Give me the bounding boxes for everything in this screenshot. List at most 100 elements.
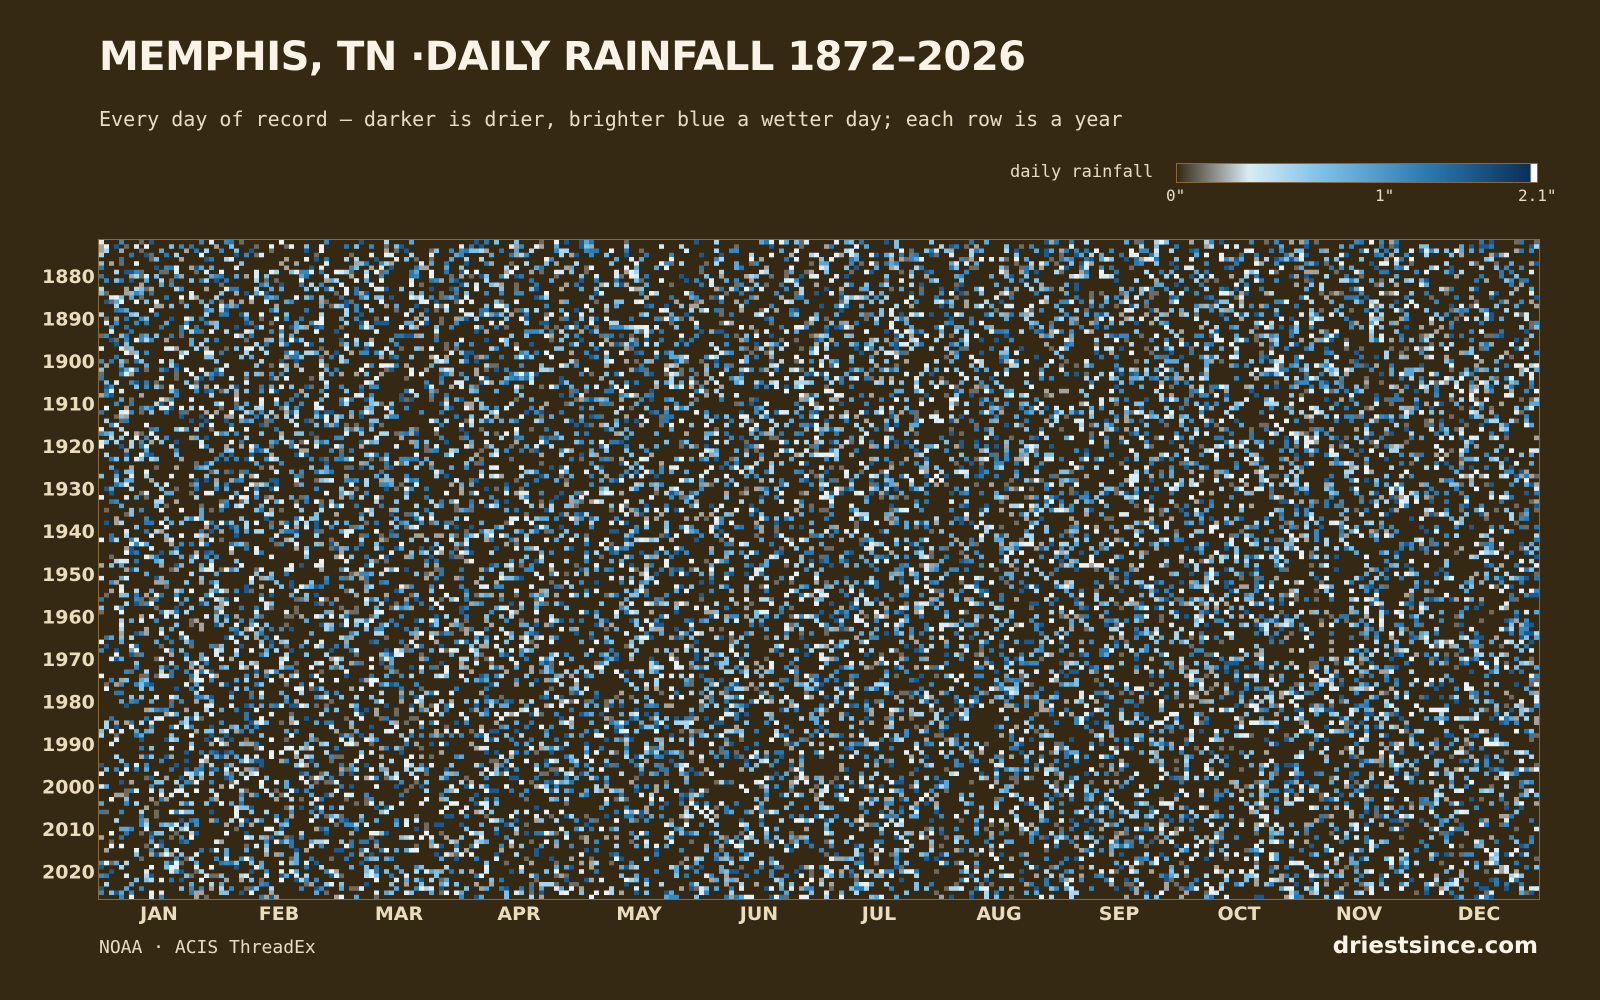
heatmap-cell: [1059, 248, 1064, 254]
heatmap-cell: [974, 359, 979, 364]
heatmap-cell: [594, 325, 599, 330]
heatmap-cell: [569, 269, 574, 275]
heatmap-cell: [974, 444, 979, 449]
heatmap-cell: [1089, 252, 1094, 258]
heatmap-cell: [294, 363, 299, 368]
heatmap-cell: [1524, 422, 1529, 428]
heatmap-cell: [1339, 397, 1344, 402]
heatmap-cell: [1104, 312, 1109, 317]
heatmap-cell: [129, 444, 134, 449]
heatmap-cell: [1489, 252, 1494, 258]
heatmap-cell: [409, 308, 414, 313]
heatmap-cell: [169, 444, 174, 449]
heatmap-cell: [1379, 371, 1384, 377]
heatmap-cell: [304, 274, 309, 279]
heatmap-cell: [1299, 431, 1304, 436]
heatmap-cell: [759, 456, 764, 462]
heatmap-cell: [299, 325, 304, 330]
heatmap-cell: [209, 240, 214, 245]
heatmap-cell: [654, 380, 659, 385]
heatmap-cell: [879, 380, 884, 385]
heatmap-cell: [214, 244, 219, 249]
heatmap-cell: [1184, 414, 1189, 419]
heatmap-cell: [494, 312, 499, 317]
heatmap-cell: [1044, 456, 1049, 462]
heatmap-cell: [609, 439, 614, 445]
heatmap-cell: [644, 469, 649, 475]
heatmap-cell: [514, 308, 519, 313]
heatmap-cell: [1399, 354, 1404, 360]
heatmap-cell: [394, 354, 399, 360]
heatmap-cell: [1494, 261, 1499, 266]
heatmap-cell: [744, 299, 749, 305]
heatmap-cell: [1204, 342, 1209, 347]
heatmap-cell: [1409, 405, 1414, 411]
heatmap-cell: [769, 363, 774, 368]
heatmap-cell: [854, 367, 859, 373]
heatmap-cell: [1024, 418, 1029, 424]
heatmap-cell: [1459, 427, 1464, 432]
heatmap-cell: [524, 261, 529, 266]
heatmap-cell: [724, 350, 729, 356]
heatmap-cell: [584, 469, 589, 475]
heatmap-cell: [1484, 312, 1489, 317]
heatmap-cell: [354, 478, 359, 483]
heatmap-cell: [884, 252, 889, 258]
heatmap-cell: [1479, 427, 1484, 432]
heatmap-cell: [1329, 435, 1334, 441]
heatmap-cell: [434, 418, 439, 424]
heatmap-cell: [394, 444, 399, 449]
heatmap-cell: [1099, 312, 1104, 317]
heatmap-cell: [889, 410, 894, 415]
heatmap-cell: [294, 414, 299, 419]
heatmap-cell: [1124, 308, 1129, 313]
heatmap-cell: [1069, 333, 1074, 339]
heatmap-cell: [1094, 422, 1099, 428]
heatmap-cell: [824, 325, 829, 330]
heatmap-cell: [1364, 308, 1369, 313]
heatmap-cell: [1354, 269, 1359, 275]
heatmap-cell: [1259, 320, 1264, 326]
heatmap-cell: [1399, 397, 1404, 402]
heatmap-cell: [434, 388, 439, 394]
heatmap-cell: [979, 410, 984, 415]
heatmap-cell: [649, 410, 654, 415]
heatmap-cell: [474, 316, 479, 322]
heatmap-cell: [279, 325, 284, 330]
heatmap-cell: [369, 342, 374, 347]
heatmap-cell: [1394, 244, 1399, 249]
heatmap-cell: [469, 388, 474, 394]
heatmap-cell: [1109, 257, 1114, 262]
heatmap-cell: [1029, 444, 1034, 449]
heatmap-cell: [1119, 252, 1124, 258]
heatmap-cell: [349, 269, 354, 275]
heatmap-cell: [1254, 376, 1259, 381]
heatmap-cell: [869, 261, 874, 266]
heatmap-cell: [1144, 422, 1149, 428]
heatmap-cell: [934, 337, 939, 343]
heatmap-cell: [304, 248, 309, 254]
heatmap-cell: [1264, 401, 1269, 407]
heatmap-cell: [589, 252, 594, 258]
heatmap-cell: [604, 252, 609, 258]
heatmap-cell: [269, 337, 274, 343]
heatmap-cell: [769, 274, 774, 279]
heatmap-cell: [314, 439, 319, 445]
heatmap-cell: [269, 376, 274, 381]
heatmap-cell: [1509, 380, 1514, 385]
heatmap-cell: [474, 478, 479, 483]
heatmap-cell: [284, 342, 289, 347]
heatmap-cell: [839, 401, 844, 407]
heatmap-cell: [1059, 286, 1064, 292]
heatmap-cell: [1194, 248, 1199, 254]
heatmap-cell: [359, 261, 364, 266]
heatmap-cell: [784, 422, 789, 428]
heatmap-cell: [244, 435, 249, 441]
heatmap-cell: [559, 269, 564, 275]
heatmap-cell: [144, 316, 149, 322]
heatmap-cell: [359, 393, 364, 398]
heatmap-cell: [1169, 393, 1174, 398]
heatmap-cell: [619, 325, 624, 330]
heatmap-cell: [209, 371, 214, 377]
heatmap-cell: [1064, 342, 1069, 347]
